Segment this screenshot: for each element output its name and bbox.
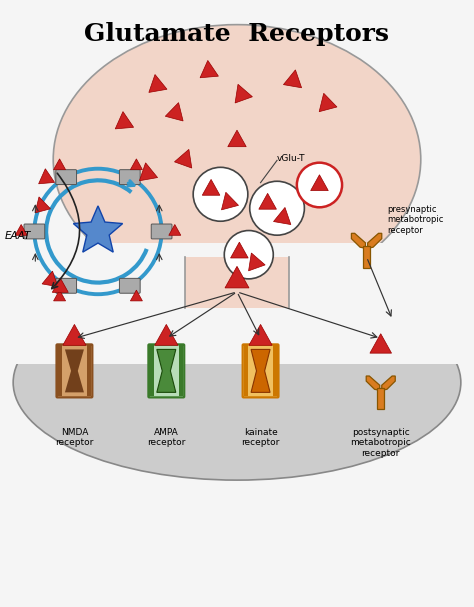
Polygon shape: [200, 61, 219, 78]
Polygon shape: [363, 246, 371, 268]
Polygon shape: [319, 93, 337, 112]
Polygon shape: [149, 75, 167, 92]
FancyBboxPatch shape: [56, 279, 76, 293]
FancyBboxPatch shape: [119, 170, 140, 185]
Polygon shape: [273, 208, 291, 225]
FancyBboxPatch shape: [119, 279, 140, 293]
Polygon shape: [249, 324, 272, 345]
Polygon shape: [310, 175, 328, 191]
Polygon shape: [52, 278, 68, 293]
FancyBboxPatch shape: [25, 243, 449, 313]
Polygon shape: [228, 130, 246, 147]
Polygon shape: [65, 350, 84, 392]
Polygon shape: [283, 70, 301, 88]
Polygon shape: [42, 271, 58, 287]
Text: EAAT: EAAT: [5, 231, 32, 241]
Text: presynaptic
metabotropic
receptor: presynaptic metabotropic receptor: [387, 205, 443, 235]
Polygon shape: [35, 197, 51, 213]
Polygon shape: [382, 376, 395, 390]
FancyBboxPatch shape: [11, 262, 463, 364]
Text: postsynaptic
metabotropic
receptor: postsynaptic metabotropic receptor: [350, 428, 411, 458]
Ellipse shape: [53, 25, 421, 294]
Polygon shape: [15, 225, 27, 236]
Polygon shape: [174, 149, 192, 168]
Text: kainate
receptor: kainate receptor: [241, 428, 280, 447]
Polygon shape: [54, 290, 65, 301]
Polygon shape: [259, 194, 276, 209]
FancyBboxPatch shape: [148, 344, 184, 398]
Circle shape: [193, 168, 248, 221]
Polygon shape: [130, 290, 142, 301]
Polygon shape: [54, 159, 65, 170]
Polygon shape: [185, 257, 289, 308]
Text: Glutamate  Receptors: Glutamate Receptors: [84, 22, 390, 46]
Text: NMDA
receptor: NMDA receptor: [55, 428, 94, 447]
Polygon shape: [221, 192, 238, 210]
Polygon shape: [165, 103, 183, 121]
Polygon shape: [139, 163, 157, 181]
Polygon shape: [366, 376, 380, 390]
FancyBboxPatch shape: [56, 170, 76, 185]
Polygon shape: [63, 324, 86, 345]
Polygon shape: [235, 84, 253, 103]
Circle shape: [297, 163, 342, 207]
Bar: [273, 345, 277, 396]
Circle shape: [224, 231, 273, 279]
FancyBboxPatch shape: [243, 344, 278, 398]
Polygon shape: [115, 112, 134, 129]
Polygon shape: [202, 180, 220, 195]
Polygon shape: [225, 266, 249, 288]
FancyBboxPatch shape: [56, 344, 92, 398]
Polygon shape: [185, 257, 289, 308]
FancyBboxPatch shape: [24, 224, 45, 239]
Polygon shape: [230, 242, 248, 258]
Polygon shape: [251, 350, 270, 392]
Bar: [87, 345, 91, 396]
Ellipse shape: [13, 285, 461, 480]
Bar: [149, 345, 154, 396]
Bar: [57, 345, 62, 396]
Polygon shape: [130, 159, 142, 170]
Circle shape: [250, 181, 304, 235]
Polygon shape: [248, 253, 265, 271]
Text: vGlu-T: vGlu-T: [277, 154, 306, 163]
Polygon shape: [169, 225, 181, 236]
Text: AMPA
receptor: AMPA receptor: [147, 428, 185, 447]
Polygon shape: [38, 169, 55, 184]
Polygon shape: [157, 350, 176, 392]
Polygon shape: [155, 324, 178, 345]
Polygon shape: [377, 388, 384, 409]
Bar: [179, 345, 183, 396]
Polygon shape: [73, 206, 123, 252]
Polygon shape: [370, 334, 392, 353]
Bar: [244, 345, 248, 396]
Polygon shape: [368, 233, 382, 248]
FancyBboxPatch shape: [151, 224, 172, 239]
Polygon shape: [351, 233, 365, 248]
